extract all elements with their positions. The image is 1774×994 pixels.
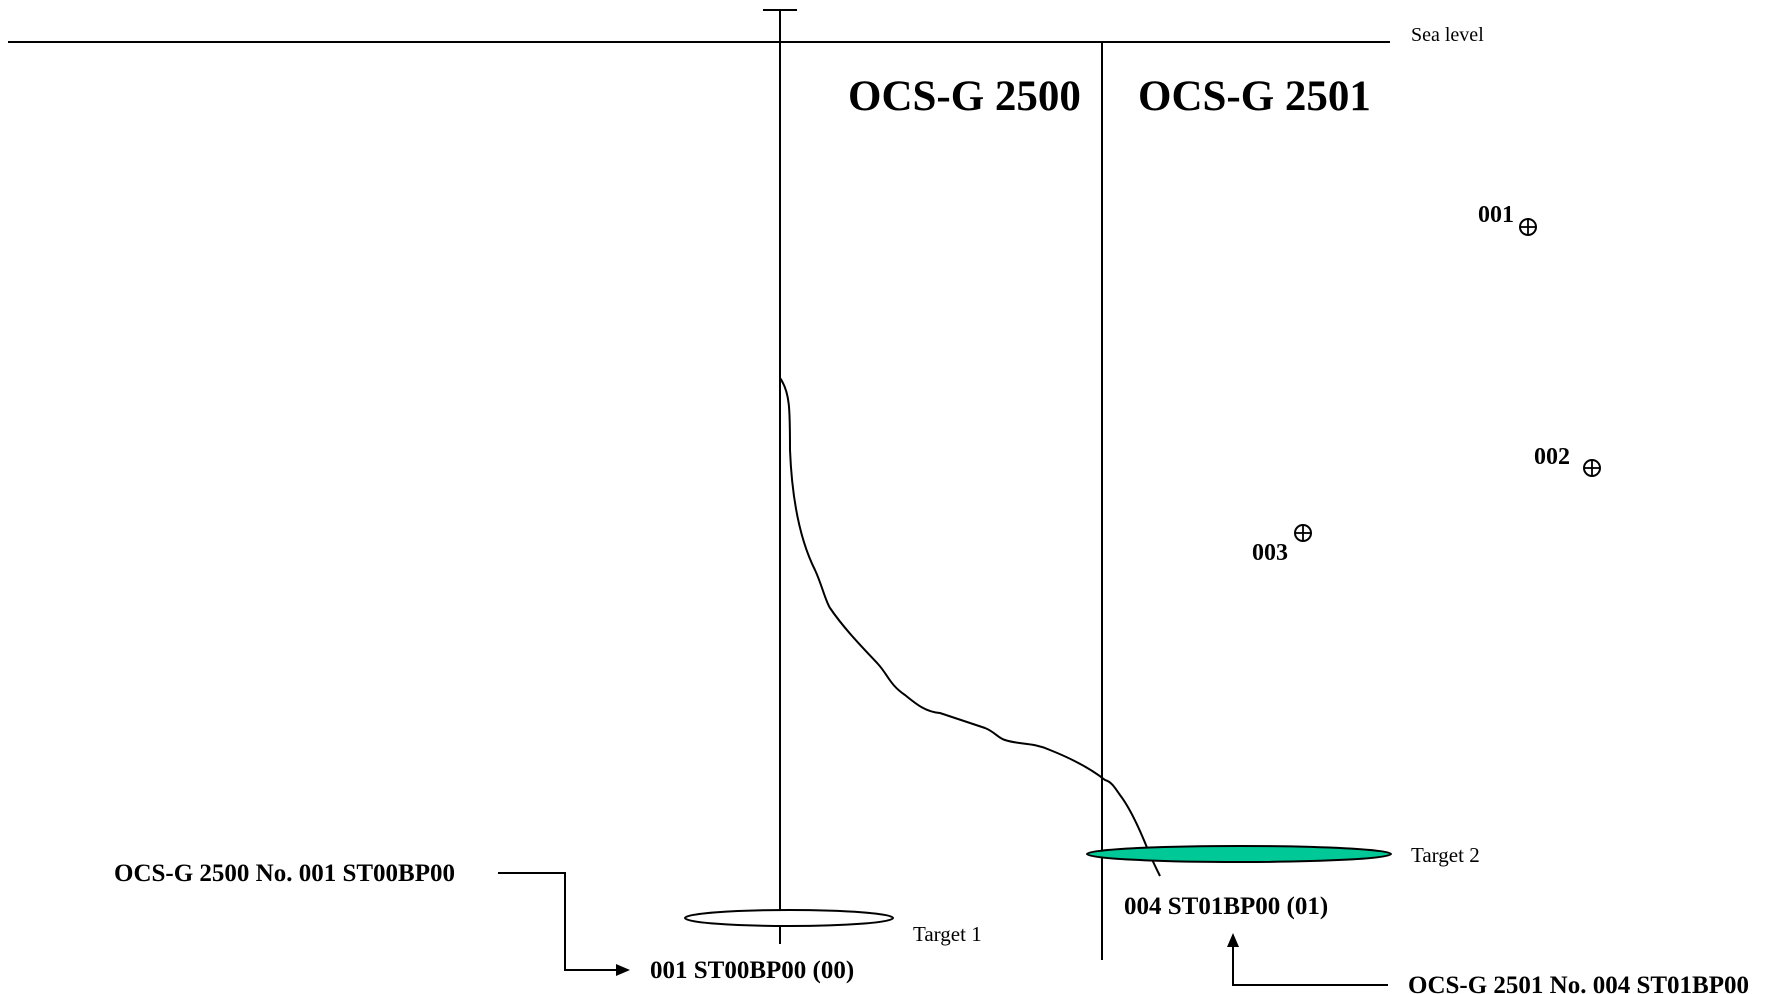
callout-left-label: OCS-G 2500 No. 001 ST00BP00 xyxy=(114,860,455,887)
crosshair-circle-icon xyxy=(1295,525,1311,541)
target-2-label: Target 2 xyxy=(1411,843,1480,867)
well-marker-003-label: 003 xyxy=(1252,540,1288,566)
lease-block-right-title: OCS-G 2501 xyxy=(1138,73,1371,120)
target-2-ellipse xyxy=(1087,846,1391,862)
well-004-bottom-label: 004 ST01BP00 (01) xyxy=(1124,893,1328,920)
lease-block-left-title: OCS-G 2500 xyxy=(848,73,1081,120)
crosshair-circle-icon xyxy=(1520,219,1536,235)
crosshair-circle-icon xyxy=(1584,460,1600,476)
well-marker-002-label: 002 xyxy=(1534,444,1570,470)
callout-left-arrow xyxy=(498,873,628,970)
target-1-label: Target 1 xyxy=(913,922,982,946)
callout-right-arrow xyxy=(1233,935,1388,985)
sea-level-label: Sea level xyxy=(1411,24,1484,46)
well-marker-001-label: 001 xyxy=(1478,202,1514,228)
well-001-bottom-label: 001 ST00BP00 (00) xyxy=(650,957,854,984)
callout-right-label: OCS-G 2501 No. 004 ST01BP00 xyxy=(1408,972,1749,994)
target-1-ellipse xyxy=(685,910,893,926)
